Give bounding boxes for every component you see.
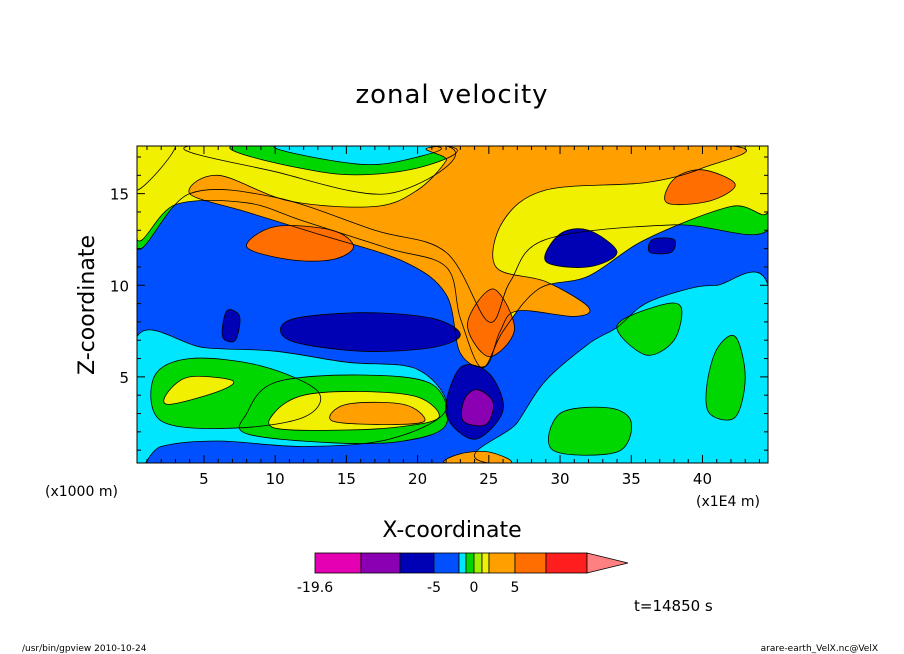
- contour-line: [705, 335, 746, 421]
- contour-region: [474, 272, 768, 463]
- contour-line: [137, 329, 448, 463]
- colorbar-bin: [458, 552, 467, 574]
- contour-region: [467, 288, 515, 357]
- x-tick-label: 5: [199, 470, 209, 488]
- contour-region: [705, 335, 746, 421]
- y-axis-unit: (x1000 m): [45, 484, 118, 500]
- y-tick-label: 15: [110, 186, 129, 204]
- contour-region: [648, 237, 676, 254]
- contour-region: [544, 228, 617, 268]
- chart-title: zonal velocity: [355, 80, 548, 110]
- colorbar-bin: [545, 552, 588, 574]
- contour-line: [188, 146, 747, 368]
- colorbar-bin: [360, 552, 401, 574]
- x-tick-label: 40: [693, 470, 712, 488]
- contour-region: [664, 169, 736, 205]
- colorbar-bin: [488, 552, 516, 574]
- x-tick-label: 25: [479, 470, 498, 488]
- contour-line: [273, 146, 442, 166]
- contour-region: [222, 309, 240, 342]
- x-tick-label: 35: [622, 470, 641, 488]
- contour-line: [238, 374, 449, 445]
- x-axis-unit: (x1E4 m): [696, 494, 760, 510]
- x-tick-label: 10: [266, 470, 285, 488]
- footer-right: arare-earth_VelX.nc@VelX: [761, 644, 878, 654]
- colorbar-bin: [314, 552, 362, 574]
- colorbar: -19.6 -5 0 5: [297, 552, 629, 596]
- contour-line: [445, 364, 504, 440]
- contour-line: [647, 237, 676, 255]
- contour-line: [443, 450, 513, 463]
- contour-region: [246, 225, 354, 262]
- x-axis: 5 10 15 20 25 30 35 40: [146, 146, 760, 488]
- contour-region: [329, 402, 426, 425]
- contour-line: [544, 228, 618, 268]
- contour-region: [280, 312, 461, 352]
- contour-line: [221, 309, 241, 343]
- y-tick-label: 5: [119, 369, 129, 387]
- x-tick-label: 15: [337, 470, 356, 488]
- colorbar-bin: [586, 552, 629, 574]
- colorbar-bin: [399, 552, 435, 574]
- y-axis-label: Z-coordinate: [75, 235, 100, 375]
- contour-line: [548, 406, 632, 456]
- contour-region: [461, 389, 494, 426]
- contour-line: [150, 357, 322, 429]
- contour-line: [329, 401, 426, 425]
- contour-line: [183, 146, 456, 195]
- contour-line: [461, 389, 494, 427]
- contour-line: [137, 146, 768, 323]
- footer-left: /usr/bin/gpview 2010-10-24: [22, 644, 147, 654]
- y-axis: 5 10 15: [110, 156, 768, 451]
- y-tick-label: 10: [110, 277, 129, 295]
- colorbar-label: 5: [511, 580, 520, 596]
- colorbar-bin: [473, 552, 483, 574]
- contour-regions: [137, 146, 768, 463]
- contour-region: [188, 146, 747, 368]
- contour-line: [137, 146, 768, 369]
- contour-line: [664, 169, 736, 206]
- colorbar-bin: [465, 552, 475, 574]
- colorbar-bin: [514, 552, 547, 574]
- contour-region: [616, 302, 682, 356]
- contour-line: [163, 375, 235, 405]
- colorbar-label: -5: [427, 580, 441, 596]
- contour-line: [246, 225, 354, 262]
- time-label: t=14850 s: [634, 597, 713, 615]
- contour-line: [268, 391, 440, 431]
- colorbar-bin: [433, 552, 460, 574]
- x-tick-label: 30: [550, 470, 569, 488]
- contour-line: [137, 146, 176, 191]
- x-tick-label: 20: [408, 470, 427, 488]
- contour-region: [273, 146, 442, 165]
- x-axis-label: X-coordinate: [382, 518, 521, 543]
- contour-region: [163, 376, 234, 405]
- colorbar-label: -19.6: [297, 580, 333, 596]
- colorbar-label: 0: [470, 580, 479, 596]
- contour-line: [467, 288, 515, 358]
- contour-line: [616, 302, 683, 356]
- contour-region: [548, 407, 632, 456]
- contour-line: [280, 312, 461, 352]
- contour-line: [229, 146, 458, 176]
- plot-frame: [136, 145, 769, 464]
- contour-line: [473, 271, 768, 463]
- colorbar-bin: [481, 552, 490, 574]
- contour-lines: [137, 146, 768, 463]
